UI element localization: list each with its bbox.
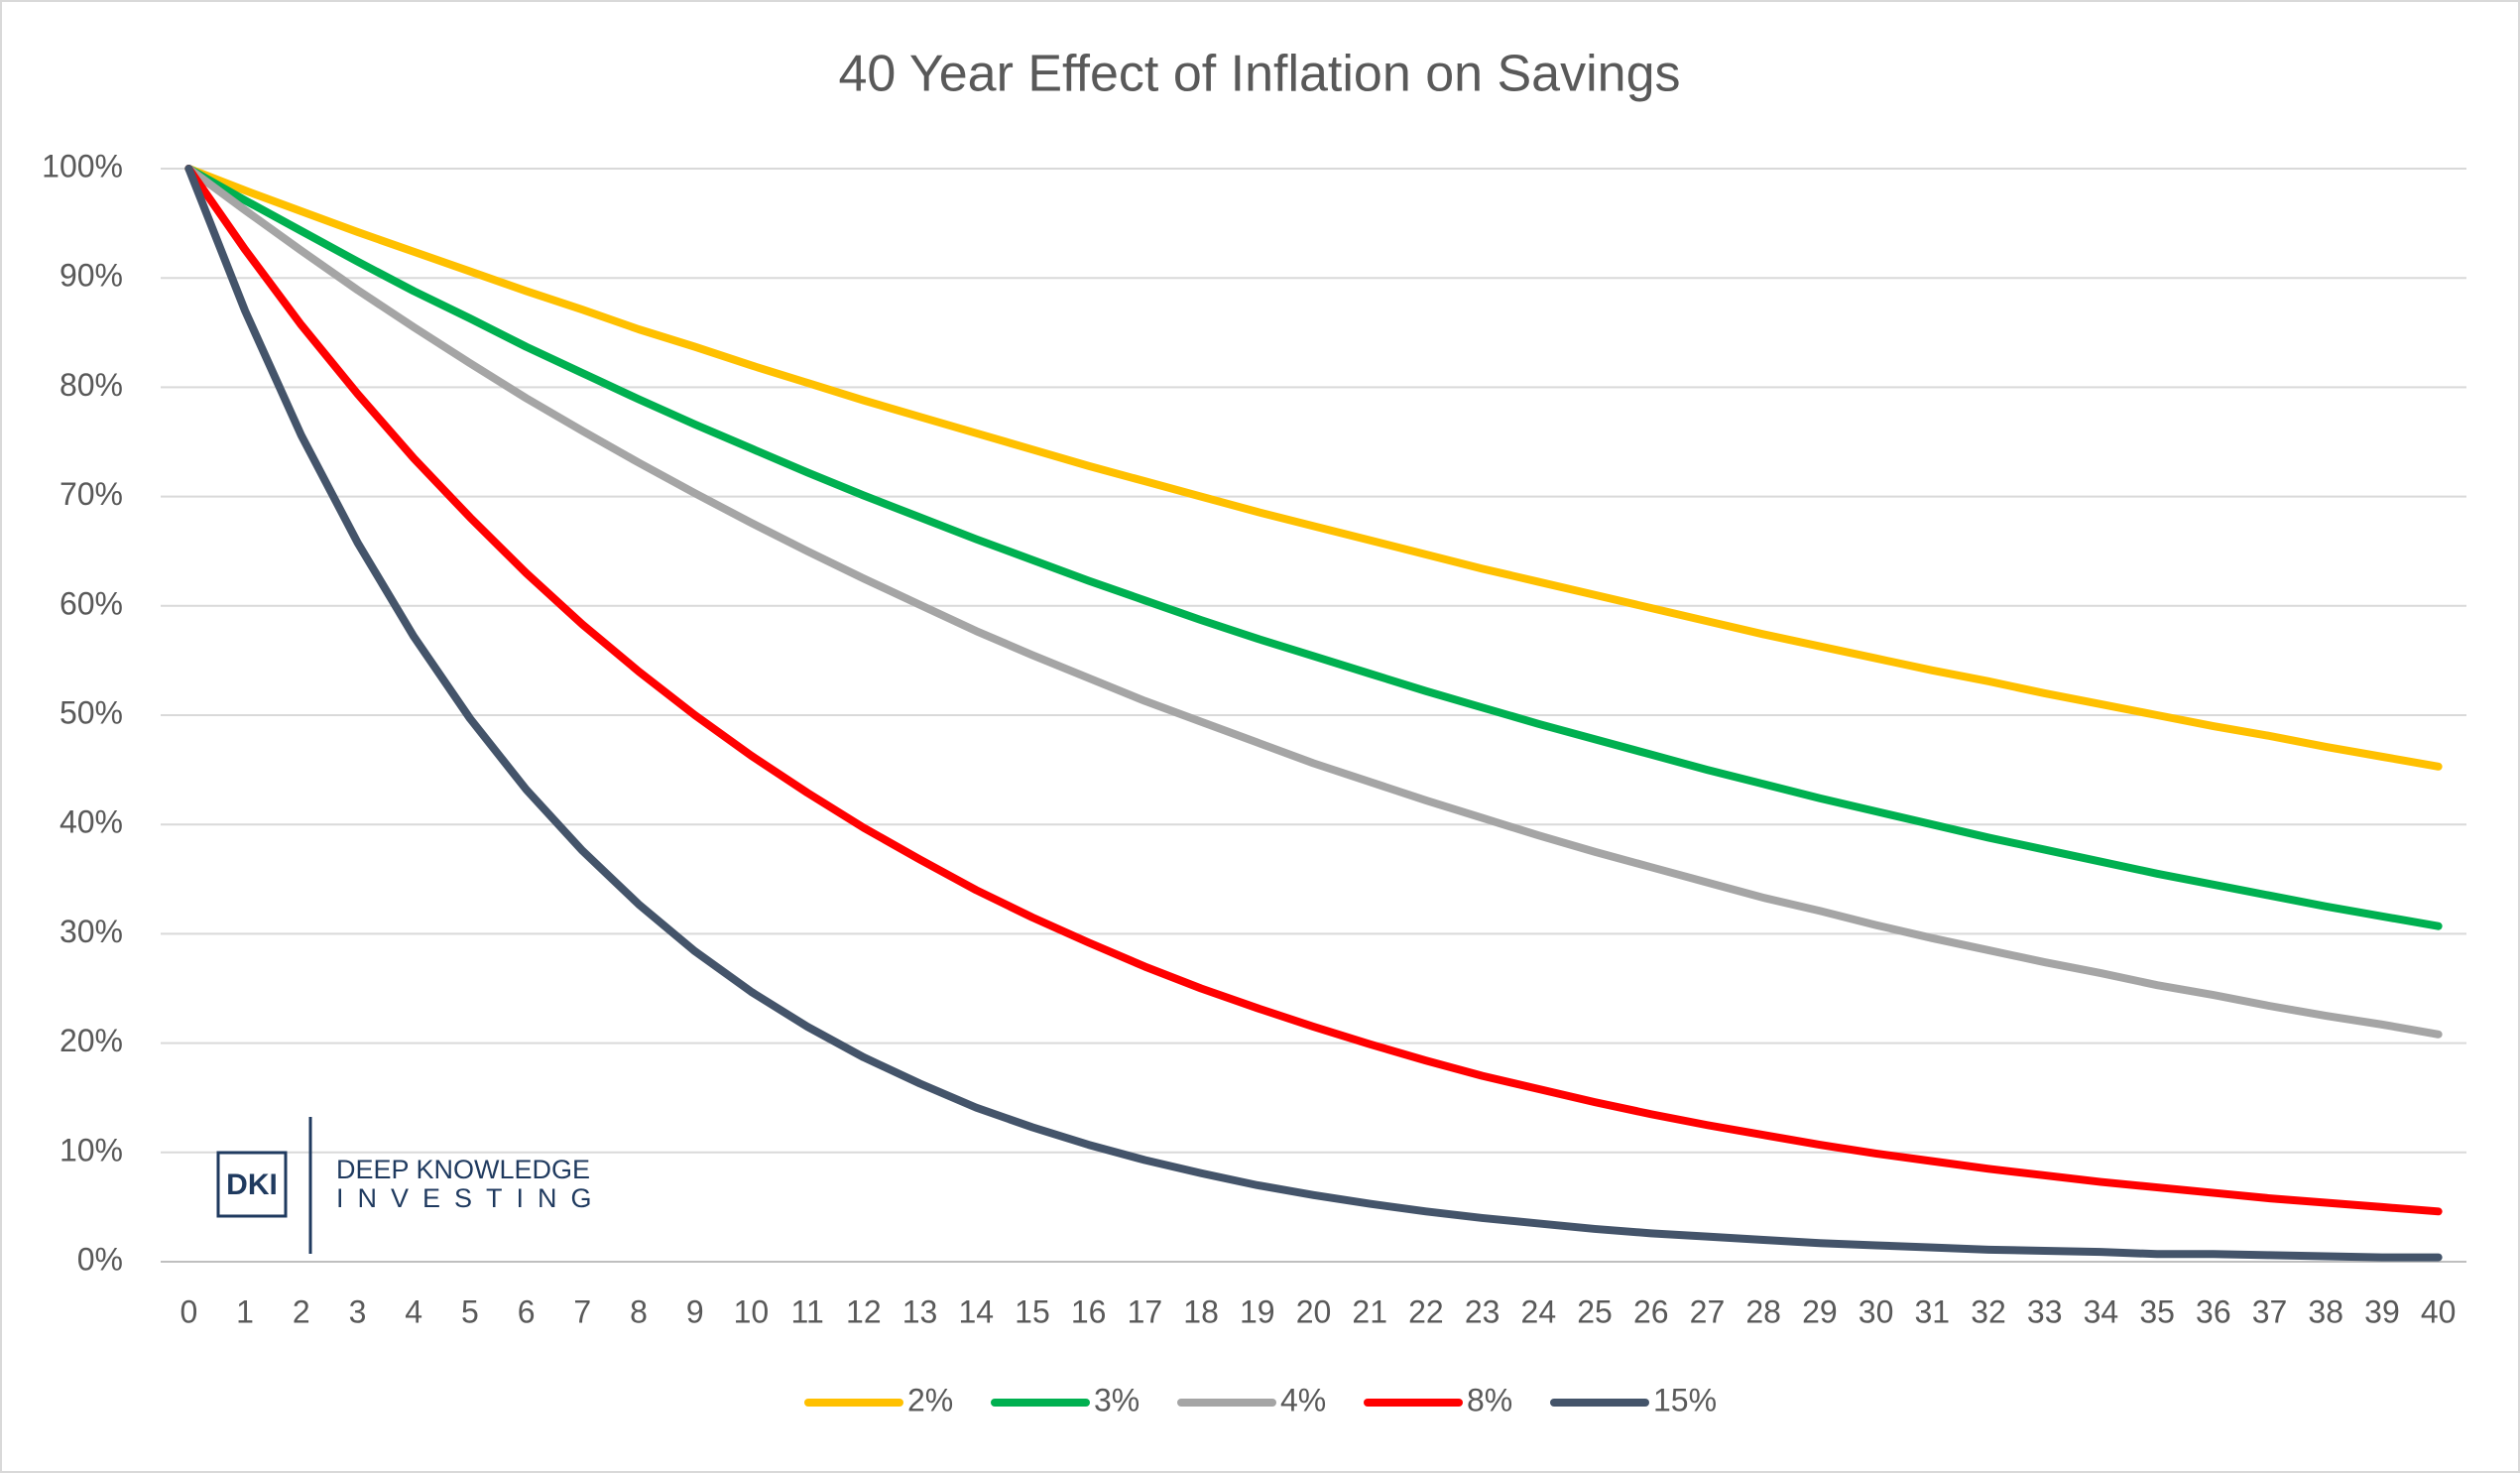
x-tick-label: 15 — [1015, 1293, 1050, 1329]
x-tick-label: 23 — [1465, 1293, 1500, 1329]
x-tick-label: 29 — [1802, 1293, 1838, 1329]
x-tick-label: 21 — [1352, 1293, 1387, 1329]
x-tick-label: 26 — [1633, 1293, 1669, 1329]
series-line — [184, 165, 2443, 1262]
x-tick-label: 1 — [236, 1293, 254, 1329]
x-tick-label: 33 — [2027, 1293, 2063, 1329]
x-tick-label: 38 — [2308, 1293, 2343, 1329]
y-tick-label: 90% — [60, 258, 123, 294]
x-tick-label: 40 — [2421, 1293, 2457, 1329]
x-tick-label: 9 — [686, 1293, 704, 1329]
x-tick-label: 22 — [1408, 1293, 1444, 1329]
chart-title: 40 Year Effect of Inflation on Savings — [839, 46, 1681, 103]
legend-label: 2% — [907, 1382, 953, 1417]
x-tick-label: 6 — [518, 1293, 536, 1329]
x-tick-label: 11 — [791, 1293, 824, 1329]
y-tick-label: 80% — [60, 367, 123, 403]
y-tick-label: 50% — [60, 694, 123, 730]
y-tick-label: 30% — [60, 914, 123, 949]
x-tick-label: 35 — [2139, 1293, 2175, 1329]
x-tick-label: 20 — [1296, 1293, 1332, 1329]
x-tick-label: 13 — [902, 1293, 938, 1329]
x-tick-label: 24 — [1521, 1293, 1557, 1329]
x-tick-label: 18 — [1183, 1293, 1219, 1329]
y-tick-label: 60% — [60, 585, 123, 621]
x-tick-label: 16 — [1071, 1293, 1107, 1329]
x-tick-label: 25 — [1577, 1293, 1613, 1329]
y-tick-label: 40% — [60, 804, 123, 840]
x-tick-label: 0 — [180, 1293, 197, 1329]
x-tick-label: 32 — [1971, 1293, 2006, 1329]
x-tick-label: 12 — [846, 1293, 882, 1329]
x-tick-label: 3 — [349, 1293, 367, 1329]
series-line — [184, 165, 2443, 930]
x-tick-label: 39 — [2364, 1293, 2400, 1329]
logo-box — [216, 1151, 288, 1218]
x-tick-label: 28 — [1745, 1293, 1781, 1329]
y-tick-label: 20% — [60, 1023, 123, 1058]
x-tick-label: 14 — [958, 1293, 994, 1329]
x-tick-label: 37 — [2252, 1293, 2288, 1329]
x-tick-label: 8 — [630, 1293, 648, 1329]
legend-label: 3% — [1094, 1382, 1140, 1417]
x-tick-label: 19 — [1240, 1293, 1275, 1329]
y-tick-label: 10% — [60, 1132, 123, 1167]
x-tick-label: 5 — [461, 1293, 479, 1329]
series-line — [184, 165, 2443, 771]
x-tick-label: 30 — [1859, 1293, 1894, 1329]
legend-label: 4% — [1280, 1382, 1326, 1417]
x-tick-label: 31 — [1914, 1293, 1950, 1329]
x-tick-label: 34 — [2084, 1293, 2119, 1329]
y-tick-label: 0% — [77, 1241, 123, 1277]
logo-line2: INVESTING — [336, 1183, 606, 1213]
x-tick-label: 17 — [1128, 1293, 1163, 1329]
x-tick-label: 36 — [2196, 1293, 2231, 1329]
logo: DKI DEEP KNOWLEDGE INVESTING — [216, 1117, 606, 1254]
x-tick-label: 27 — [1690, 1293, 1726, 1329]
logo-line1: DEEP KNOWLEDGE — [336, 1155, 590, 1184]
legend-label: 8% — [1467, 1382, 1512, 1417]
x-tick-label: 7 — [573, 1293, 591, 1329]
series-line — [184, 165, 2443, 1216]
y-tick-label: 100% — [42, 148, 123, 184]
x-tick-label: 2 — [293, 1293, 310, 1329]
legend-label: 15% — [1653, 1382, 1717, 1417]
logo-mark: DKI — [226, 1168, 278, 1201]
x-tick-label: 10 — [734, 1293, 770, 1329]
y-tick-label: 70% — [60, 476, 123, 512]
series-line — [184, 165, 2443, 1039]
x-tick-label: 4 — [405, 1293, 422, 1329]
